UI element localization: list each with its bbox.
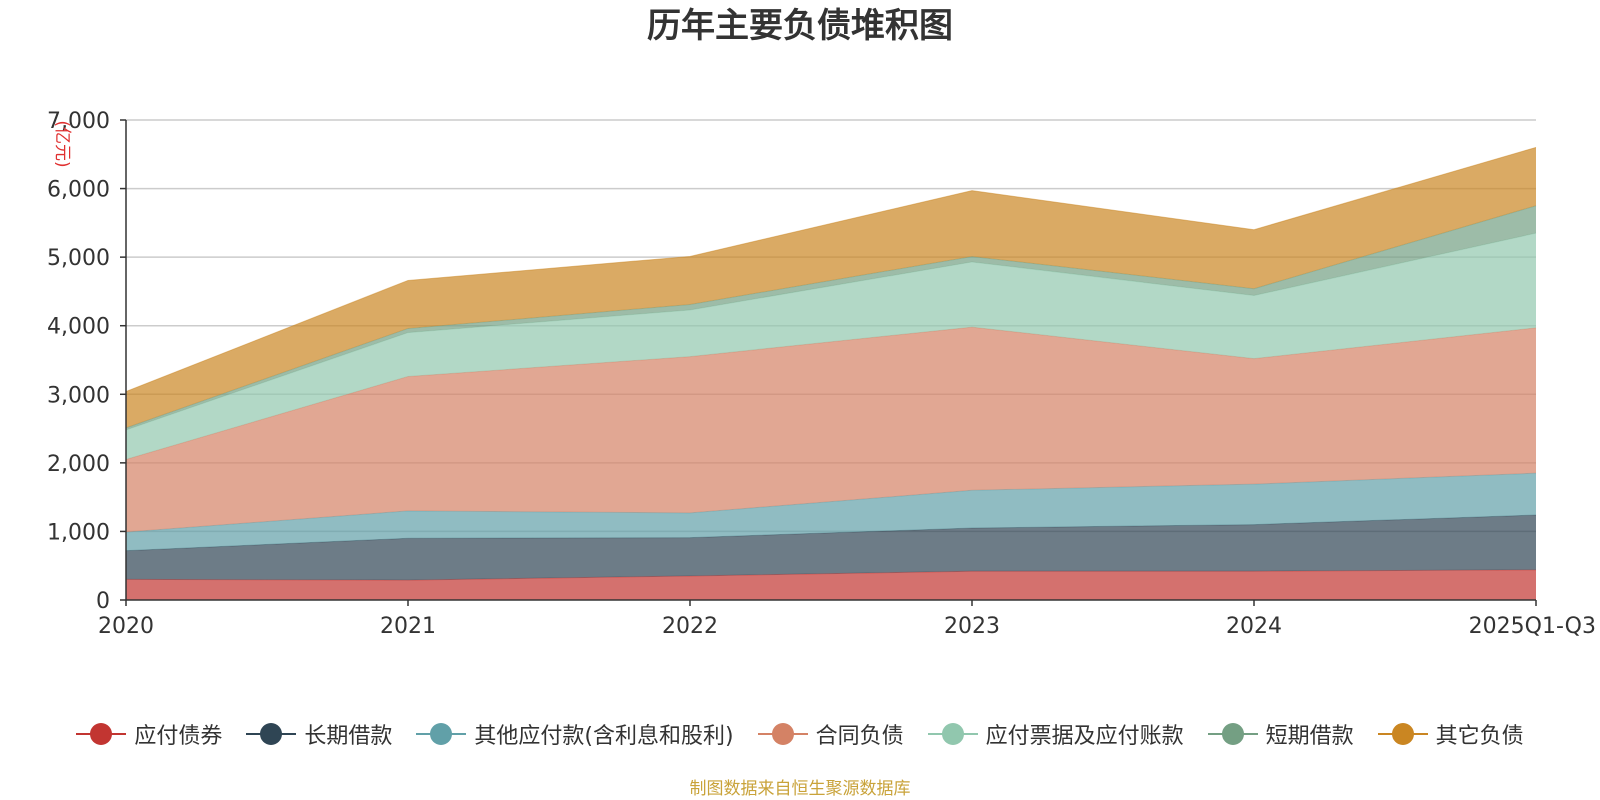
y-tick-label-0: 0 (96, 589, 110, 614)
area-series-3[interactable] (126, 327, 1536, 533)
chart-title: 历年主要负债堆积图 (647, 6, 953, 46)
area-series-6[interactable] (126, 147, 1536, 428)
legend-label-1: 长期借款 (304, 724, 393, 749)
legend-swatch-4 (927, 721, 978, 747)
y-tick-label-6000: 6,000 (47, 178, 110, 203)
area-edge-6 (125, 146, 1537, 393)
legend-label-6: 其它负债 (1435, 724, 1524, 749)
x-tick-label-0: 2020 (98, 614, 154, 639)
area-series-4[interactable] (126, 233, 1536, 460)
y-tick-label-2000: 2,000 (47, 452, 110, 477)
legend-label-3: 合同负债 (815, 724, 904, 749)
source-note: 制图数据来自恒生聚源数据库 (689, 779, 911, 799)
x-tick-label-1: 2021 (380, 614, 436, 639)
x-tick-label-3: 2023 (944, 614, 1000, 639)
area-series (125, 146, 1537, 600)
legend-swatch-1 (246, 721, 297, 747)
legend-label-2: 其他应付款(含利息和股利) (474, 724, 734, 749)
y-tick-label-1000: 1,000 (47, 520, 110, 545)
x-tick-label-2: 2022 (662, 614, 718, 639)
legend-swatch-2 (416, 721, 467, 747)
legend-swatch-0 (76, 721, 127, 747)
legend-item-3[interactable]: 合同负债 (757, 718, 904, 750)
legend-label-5: 短期借款 (1265, 724, 1354, 749)
legend-swatch-6 (1377, 721, 1428, 747)
area-series-1[interactable] (126, 514, 1536, 581)
x-tick-label-5: 2025Q1-Q3 (1469, 614, 1596, 639)
y-tick-label-5000: 5,000 (47, 246, 110, 271)
legend-swatch-3 (757, 721, 808, 747)
chart-legend: 应付债券 长期借款 其他应付款(含利息和股利) 合同负债 应付票据及应付账款 短期借款 其它… (0, 716, 1600, 752)
legend-label-0: 应付债券 (134, 724, 223, 749)
y-tick-label-7000: 7,000 (47, 109, 110, 134)
legend-item-2[interactable]: 其他应付款(含利息和股利) (416, 718, 734, 750)
legend-item-4[interactable]: 应付票据及应付账款 (927, 718, 1184, 750)
y-axis-label: (亿元) (52, 120, 72, 167)
area-series-2[interactable] (126, 473, 1536, 551)
y-tick-label-4000: 4,000 (47, 315, 110, 340)
y-tick-label-3000: 3,000 (47, 383, 110, 408)
x-tick-label-4: 2024 (1226, 614, 1282, 639)
legend-item-0[interactable]: 应付债券 (76, 718, 222, 750)
axes: 0 1,000 2,000 3,000 4,000 5,000 6,000 7,000 2020… (47, 109, 1596, 639)
area-series-0[interactable] (126, 569, 1536, 600)
legend-item-5[interactable]: 短期借款 (1207, 718, 1354, 750)
legend-swatch-5 (1207, 721, 1258, 747)
legend-item-1[interactable]: 长期借款 (246, 718, 392, 750)
legend-label-4: 应付票据及应付账款 (985, 724, 1184, 749)
legend-item-6[interactable]: 其它负债 (1377, 718, 1524, 750)
